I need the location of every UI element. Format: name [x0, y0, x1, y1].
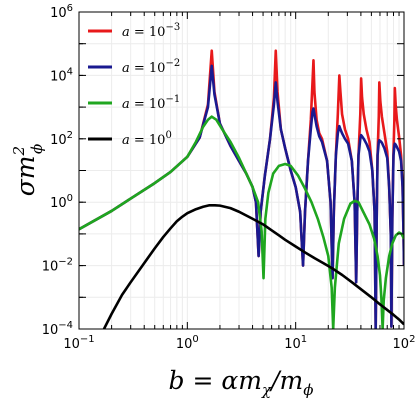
- y-tick-label: 100: [50, 193, 73, 211]
- legend-label-4: a = 100: [122, 130, 172, 148]
- y-axis-title: σm2ϕ: [10, 144, 46, 197]
- ticks: [78, 11, 404, 330]
- y-tick-label: 104: [50, 66, 73, 84]
- x-tick-label: 102: [393, 334, 416, 352]
- series-layer: [79, 49, 404, 329]
- series-line-4: [102, 203, 404, 329]
- y-tick-label: 10−4: [42, 320, 73, 338]
- y-tick-label: 102: [50, 130, 73, 148]
- tick-labels: 10−1 100 101 102 10−4 10−2 100 102 104 106: [42, 3, 416, 352]
- legend-label-3: a = 10−1: [122, 94, 180, 112]
- y-tick-label: 106: [50, 3, 73, 21]
- x-tick-label: 101: [284, 334, 307, 352]
- x-tick-label: 100: [176, 334, 199, 352]
- legend-label-1: a = 10−3: [122, 22, 180, 40]
- grid: [78, 11, 404, 330]
- legend-label-2: a = 10−2: [122, 58, 180, 76]
- y-tick-label: 10−2: [42, 257, 73, 275]
- legend: a = 10−3 a = 10−2 a = 10−1 a = 100: [88, 22, 180, 148]
- x-axis-title: b = αmχ/mϕ: [169, 366, 314, 399]
- x-tick-label: 10−1: [63, 334, 94, 352]
